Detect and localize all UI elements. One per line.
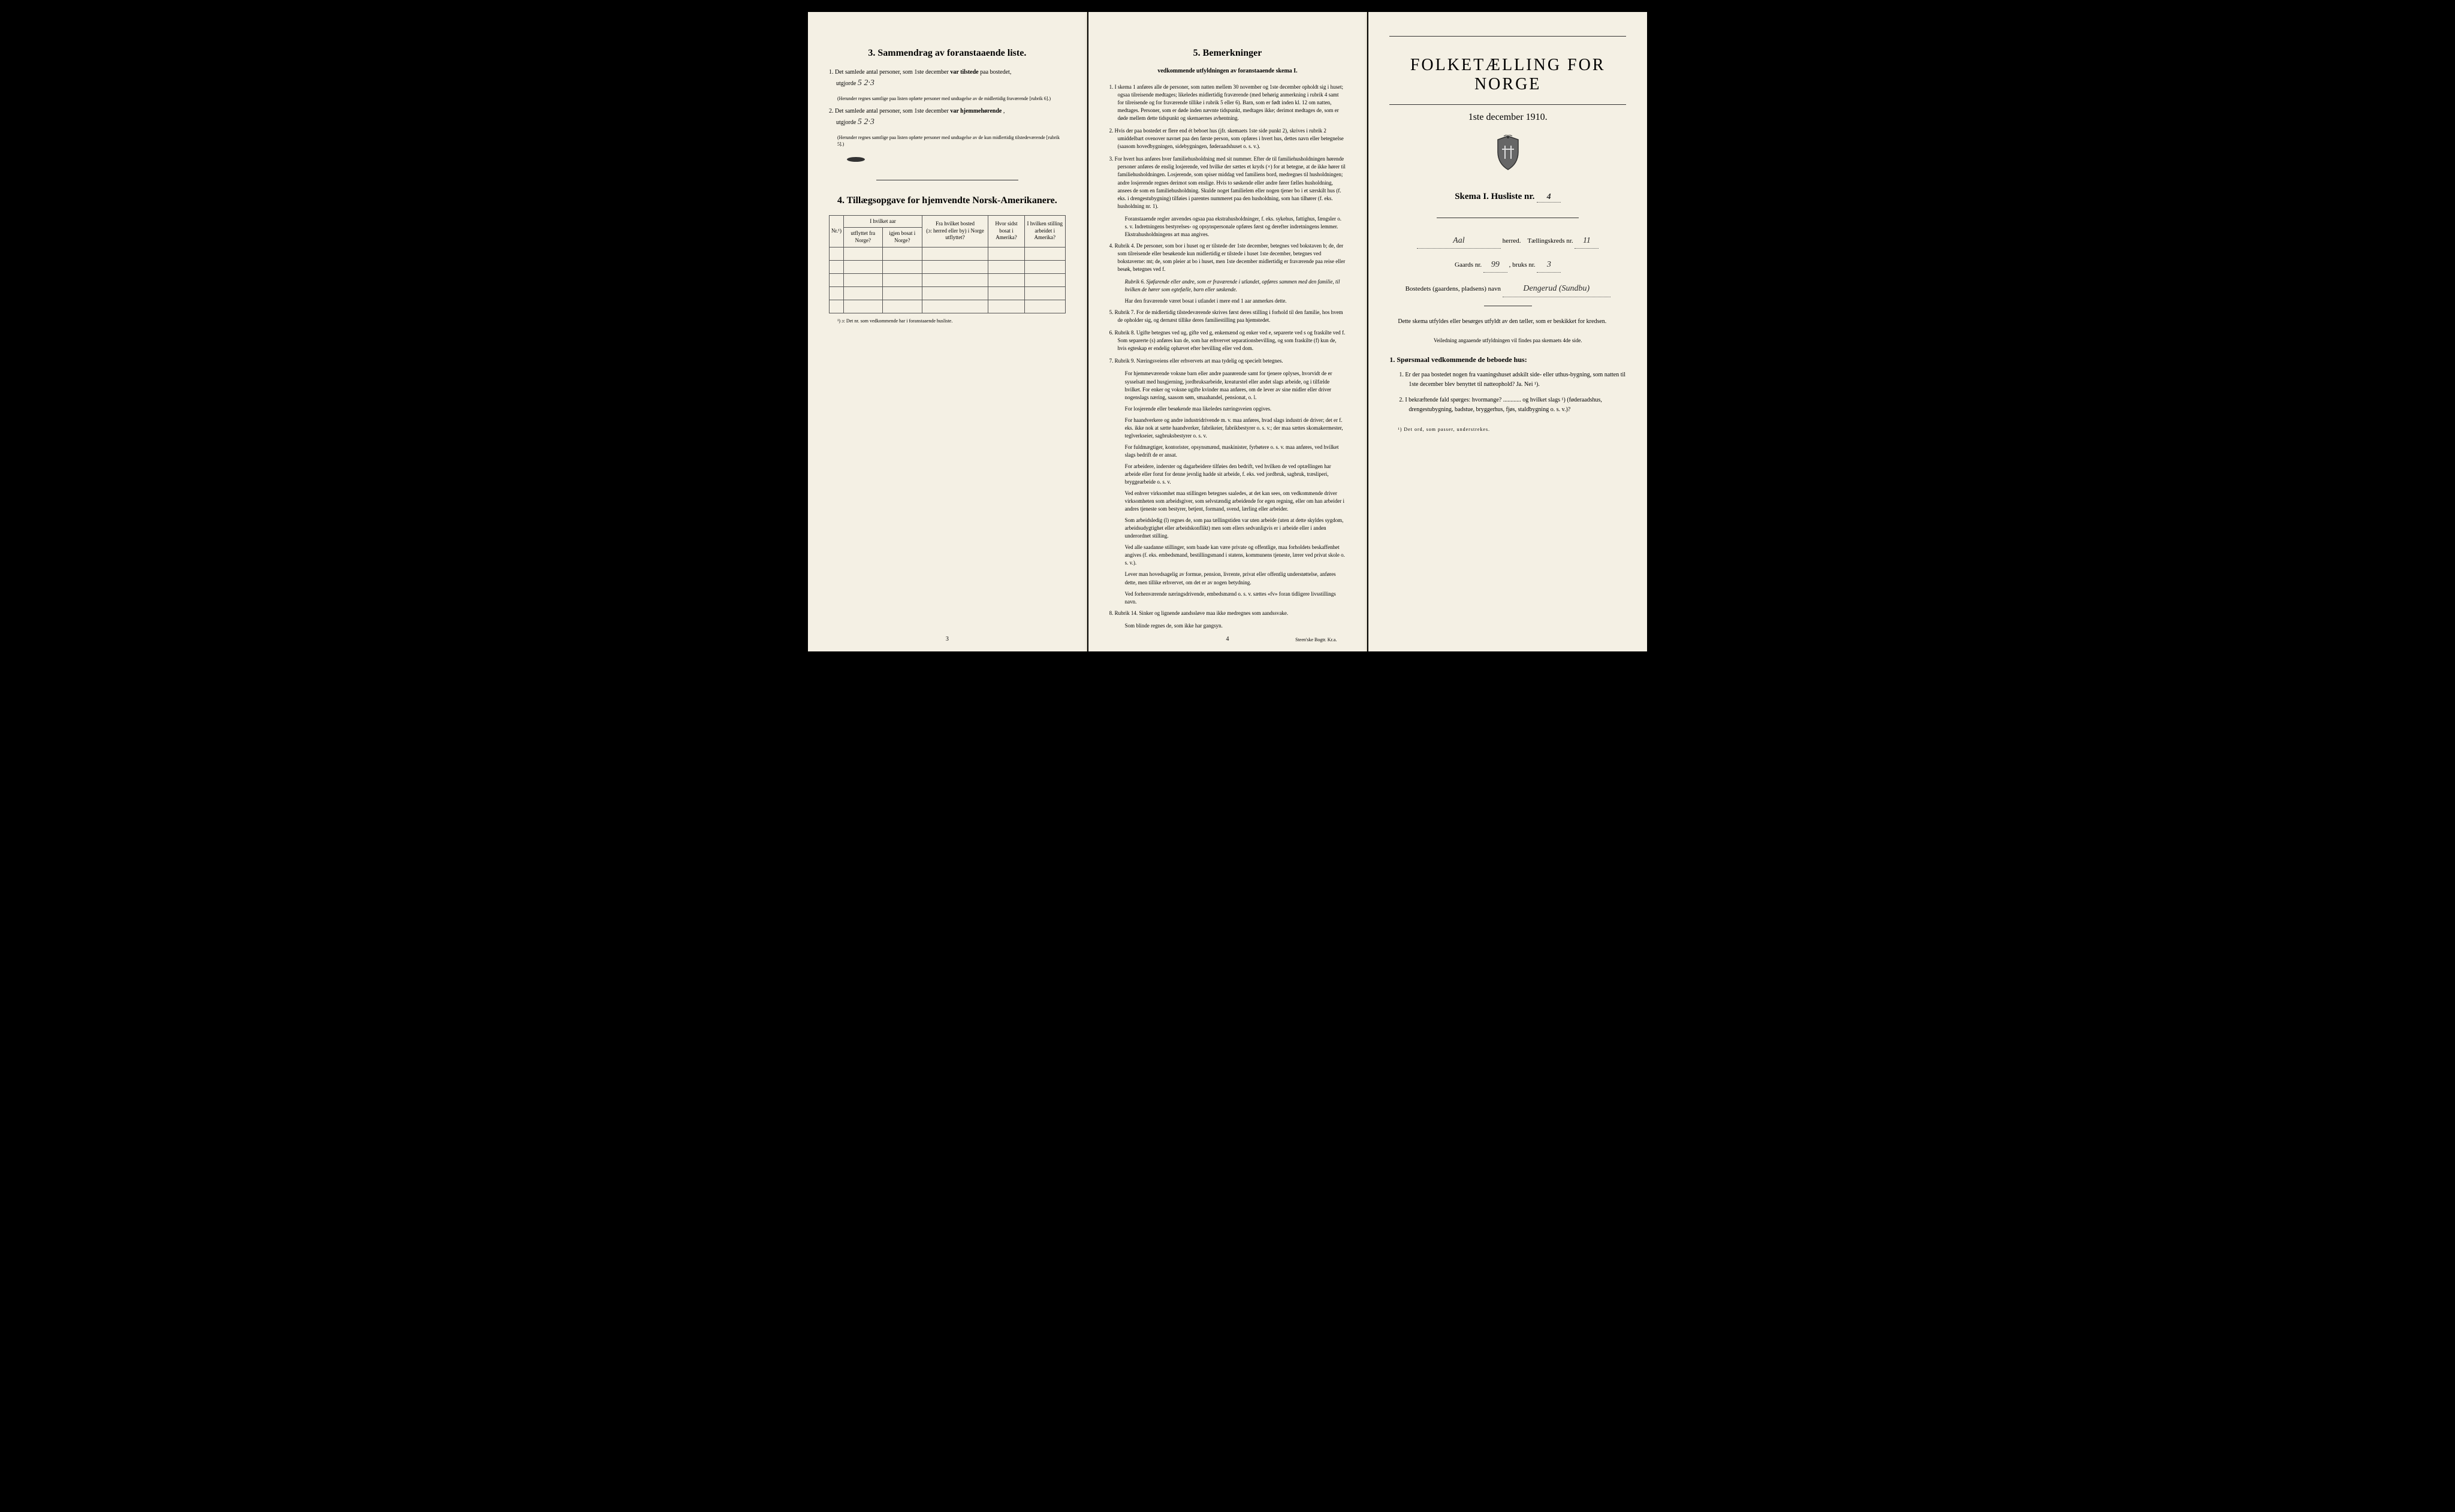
table-body	[830, 247, 1066, 313]
section-3-title: 3. Sammendrag av foranstaaende liste.	[829, 48, 1066, 59]
section-4-title: 4. Tillægsopgave for hjemvendte Norsk-Am…	[829, 195, 1066, 206]
table-row	[830, 260, 1066, 273]
page-number-3: 3	[946, 636, 949, 642]
census-date: 1ste december 1910.	[1389, 112, 1626, 123]
remark-7-sub9: Lever man hovedsagelig av formue, pensio…	[1109, 571, 1346, 586]
herred-name: Aal	[1417, 233, 1501, 249]
remark-7-sub6: Ved enhver virksomhet maa stillingen bet…	[1109, 490, 1346, 513]
question-1: 1. Er der paa bostedet nogen fra vaaning…	[1389, 370, 1626, 390]
remarks-list: 1. I skema 1 anføres alle de personer, s…	[1109, 83, 1346, 630]
bosted-line: Bostedets (gaardens, pladsens) navn Deng…	[1389, 281, 1626, 297]
kreds-nr: 11	[1575, 233, 1599, 249]
remark-7-sub7: Som arbeidsledig (l) regnes de, som paa …	[1109, 517, 1346, 540]
remark-7-sub10: Ved forhenværende næringsdrivende, embed…	[1109, 590, 1346, 606]
question-2: 2. I bekræftende fald spørges: hvormange…	[1389, 396, 1626, 415]
gaards-nr: 99	[1483, 257, 1507, 273]
three-page-spread: 3. Sammendrag av foranstaaende liste. 1.…	[808, 12, 1647, 651]
instruction-1: Dette skema utfyldes eller besørges utfy…	[1389, 317, 1626, 327]
remark-4-extra1: Rubrik 6. Sjøfarende eller andre, som er…	[1109, 278, 1346, 294]
th-aar: I hvilket aar	[843, 215, 922, 228]
item2-note: (Herunder regnes samtlige paa listen opf…	[829, 134, 1066, 147]
table-row	[830, 273, 1066, 286]
skema-line: Skema I. Husliste nr. 4	[1389, 192, 1626, 203]
count-hjemmehorende: 5 2·3	[858, 117, 874, 126]
remark-8: 8. Rubrik 14. Sinker og lignende aandssl…	[1109, 609, 1346, 617]
table-row	[830, 300, 1066, 313]
bruks-nr: 3	[1537, 257, 1561, 273]
page-3: 3. Sammendrag av foranstaaende liste. 1.…	[808, 12, 1087, 651]
th-bosted: Fra hvilket bosted (ɔ: herred eller by) …	[922, 215, 988, 247]
gaards-line: Gaards nr. 99 , bruks nr. 3	[1389, 257, 1626, 273]
remark-7: 7. Rubrik 9. Næringsveiens eller erhverv…	[1109, 357, 1346, 365]
table-row	[830, 286, 1066, 300]
remark-3: 3. For hvert hus anføres hver familiehus…	[1109, 155, 1346, 210]
remark-1: 1. I skema 1 anføres alle de personer, s…	[1109, 83, 1346, 122]
remark-7-sub3: For haandverkere og andre industridriven…	[1109, 417, 1346, 440]
remark-7-sub1: For hjemmeværende voksne barn eller andr…	[1109, 370, 1346, 401]
title-ruled-box: FOLKETÆLLING FOR NORGE	[1389, 36, 1626, 105]
norsk-amerikanere-table: Nr.¹) I hvilket aar Fra hvilket bosted (…	[829, 215, 1066, 313]
census-title: FOLKETÆLLING FOR NORGE	[1389, 56, 1626, 94]
remark-5: 5. Rubrik 7. For de midlertidig tilstede…	[1109, 309, 1346, 324]
count-tilstede: 5 2·3	[858, 79, 874, 87]
table-row	[830, 247, 1066, 260]
remark-7-sub5: For arbeidere, inderster og dagarbeidere…	[1109, 463, 1346, 486]
summary-item-1: 1. Det samlede antal personer, som 1ste …	[829, 68, 1066, 89]
printer-mark: Steen'ske Bogtr. Kr.a.	[1295, 637, 1337, 642]
th-stilling: I hvilken stilling arbeidet i Amerika?	[1024, 215, 1065, 247]
remark-7-sub8: Ved alle saadanne stillinger, som baade …	[1109, 544, 1346, 567]
th-igjen: igjen bosat i Norge?	[882, 228, 922, 247]
remark-4: 4. Rubrik 4. De personer, som bor i huse…	[1109, 242, 1346, 273]
herred-line: Aal herred. Tællingskreds nr. 11	[1389, 233, 1626, 249]
section-5-title: 5. Bemerkninger	[1109, 48, 1346, 59]
remark-6: 6. Rubrik 8. Ugifte betegnes ved ug, gif…	[1109, 329, 1346, 352]
th-sidst: Hvor sidst bosat i Amerika?	[988, 215, 1025, 247]
footnote-understrekes: ¹) Det ord, som passer, understrekes.	[1389, 427, 1626, 432]
remark-4-extra2: Har den fraværende været bosat i utlande…	[1109, 297, 1346, 305]
remark-2: 2. Hvis der paa bostedet er flere end ét…	[1109, 127, 1346, 150]
item1-note: (Herunder regnes samtlige paa listen opf…	[829, 95, 1066, 102]
section-5-subtitle: vedkommende utfyldningen av foranstaaend…	[1109, 68, 1346, 74]
page-number-4: 4	[1226, 636, 1229, 642]
husliste-nr: 4	[1537, 192, 1561, 203]
summary-item-2: 2. Det samlede antal personer, som 1ste …	[829, 107, 1066, 128]
th-nr: Nr.¹)	[830, 215, 844, 247]
bosted-name: Dengerud (Sundbu)	[1503, 281, 1610, 297]
remark-7-sub4: For fuldmægtiger, kontorister, opsynsmæn…	[1109, 443, 1346, 459]
page-title: FOLKETÆLLING FOR NORGE 1ste december 191…	[1368, 12, 1647, 651]
remark-8-extra: Som blinde regnes de, som ikke har gangs…	[1109, 622, 1346, 630]
remark-3-extra: Foranstaaende regler anvendes ogsaa paa …	[1109, 215, 1346, 239]
table-footnote: ¹) ɔ: Det nr. som vedkommende har i fora…	[829, 318, 1066, 324]
instruction-2: Veiledning angaaende utfyldningen vil fi…	[1389, 337, 1626, 343]
coat-of-arms-icon	[1389, 135, 1626, 174]
ink-smudge	[847, 154, 1066, 165]
remark-7-sub2: For losjerende eller besøkende maa likel…	[1109, 405, 1346, 413]
question-header: 1. Spørsmaal vedkommende de beboede hus:	[1389, 355, 1626, 364]
page-4: 5. Bemerkninger vedkommende utfyldningen…	[1088, 12, 1368, 651]
th-utflyttet: utflyttet fra Norge?	[843, 228, 882, 247]
